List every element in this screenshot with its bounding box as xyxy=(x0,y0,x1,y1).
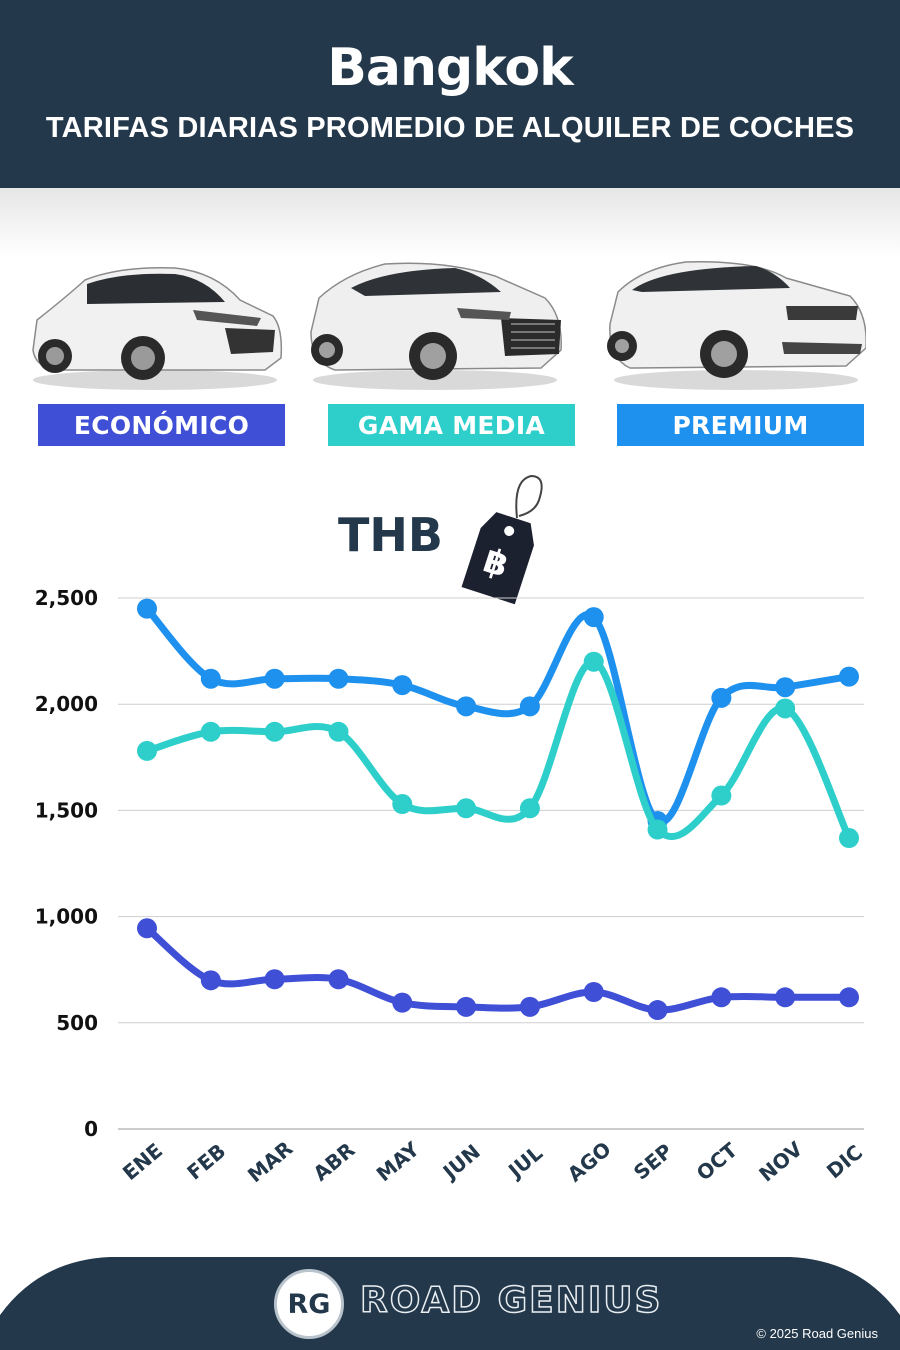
x-tick-label: AGO xyxy=(563,1137,616,1187)
x-tick-label: JUN xyxy=(437,1139,485,1185)
data-point-gama-media xyxy=(839,828,859,849)
footer-background xyxy=(0,1257,900,1350)
footer xyxy=(0,1255,900,1350)
data-point-econ-mico xyxy=(583,982,604,1003)
data-point-gama-media xyxy=(711,785,732,806)
page-subtitle: TARIFAS DIARIAS PROMEDIO DE ALQUILER DE … xyxy=(45,112,855,144)
data-point-econ-mico xyxy=(711,987,732,1008)
city-title: Bangkok xyxy=(327,38,573,98)
suv-car-image xyxy=(310,262,562,390)
y-tick-label: 0 xyxy=(84,1117,98,1141)
price-tag-icon: ฿ xyxy=(461,474,543,605)
series-line-premium xyxy=(143,605,853,826)
data-point-gama-media xyxy=(137,740,157,761)
x-tick-label: DIC xyxy=(822,1140,867,1183)
data-point-gama-media xyxy=(328,721,349,742)
category-badge-gama-media: GAMA MEDIA xyxy=(328,404,575,446)
data-point-premium xyxy=(839,666,859,687)
data-point-econ-mico xyxy=(456,996,477,1017)
y-tick-label: 500 xyxy=(56,1011,98,1035)
hatchback-car-image xyxy=(32,267,283,390)
data-point-econ-mico xyxy=(200,970,221,991)
category-badge-economico: ECONÓMICO xyxy=(38,404,285,446)
data-point-econ-mico xyxy=(775,987,796,1008)
copyright-text: © 2025 Road Genius xyxy=(756,1326,878,1341)
data-point-premium xyxy=(328,668,349,689)
data-point-gama-media xyxy=(519,798,540,819)
data-point-econ-mico xyxy=(328,969,349,990)
x-tick-label: ENE xyxy=(118,1138,167,1185)
data-point-premium xyxy=(200,668,221,689)
data-point-gama-media xyxy=(775,698,796,719)
x-tick-label: OCT xyxy=(692,1138,742,1186)
data-point-gama-media xyxy=(264,721,285,742)
y-tick-label: 1,500 xyxy=(35,798,98,822)
x-tick-label: SEP xyxy=(629,1139,677,1185)
currency-label: THB xyxy=(338,508,443,562)
data-point-premium xyxy=(775,677,796,698)
header-banner: Bangkok TARIFAS DIARIAS PROMEDIO DE ALQU… xyxy=(0,0,900,188)
data-point-premium xyxy=(519,696,540,717)
data-point-premium xyxy=(137,598,157,619)
data-point-econ-mico xyxy=(392,992,413,1013)
data-point-econ-mico xyxy=(647,1000,668,1021)
data-point-gama-media xyxy=(392,794,413,815)
data-point-econ-mico xyxy=(264,969,285,990)
category-badge-premium: PREMIUM xyxy=(617,404,864,446)
luxury-suv-car-image xyxy=(607,261,866,390)
data-point-premium xyxy=(711,687,732,708)
data-point-gama-media xyxy=(200,721,221,742)
data-point-econ-mico xyxy=(519,996,540,1017)
y-tick-label: 2,000 xyxy=(35,692,98,716)
road-genius-logo: RG xyxy=(274,1269,344,1339)
series-line-econ-mico xyxy=(143,924,853,1014)
data-point-premium xyxy=(583,607,604,628)
y-tick-label: 1,000 xyxy=(35,905,98,929)
x-tick-label: ABR xyxy=(309,1138,360,1186)
x-tick-label: MAY xyxy=(372,1137,425,1187)
data-point-econ-mico xyxy=(839,987,859,1008)
data-point-econ-mico xyxy=(137,918,157,939)
data-point-gama-media xyxy=(456,798,477,819)
data-point-premium xyxy=(392,675,413,696)
data-point-premium xyxy=(456,696,477,717)
x-tick-label: MAR xyxy=(243,1136,297,1187)
data-point-premium xyxy=(264,668,285,689)
data-point-gama-media xyxy=(583,651,604,672)
y-tick-label: 2,500 xyxy=(35,586,98,610)
x-tick-label: NOV xyxy=(754,1136,807,1186)
x-tick-label: FEB xyxy=(182,1139,230,1185)
brand-name: ROAD GENIUS xyxy=(359,1279,663,1322)
data-point-gama-media xyxy=(647,819,668,840)
header-shadow xyxy=(0,188,900,258)
x-tick-label: JUL xyxy=(502,1141,547,1184)
line-chart: 0 500 1,000 1,500 2,000 2,500 ENE FEB MAR ABR MAY J… xyxy=(35,586,867,1187)
